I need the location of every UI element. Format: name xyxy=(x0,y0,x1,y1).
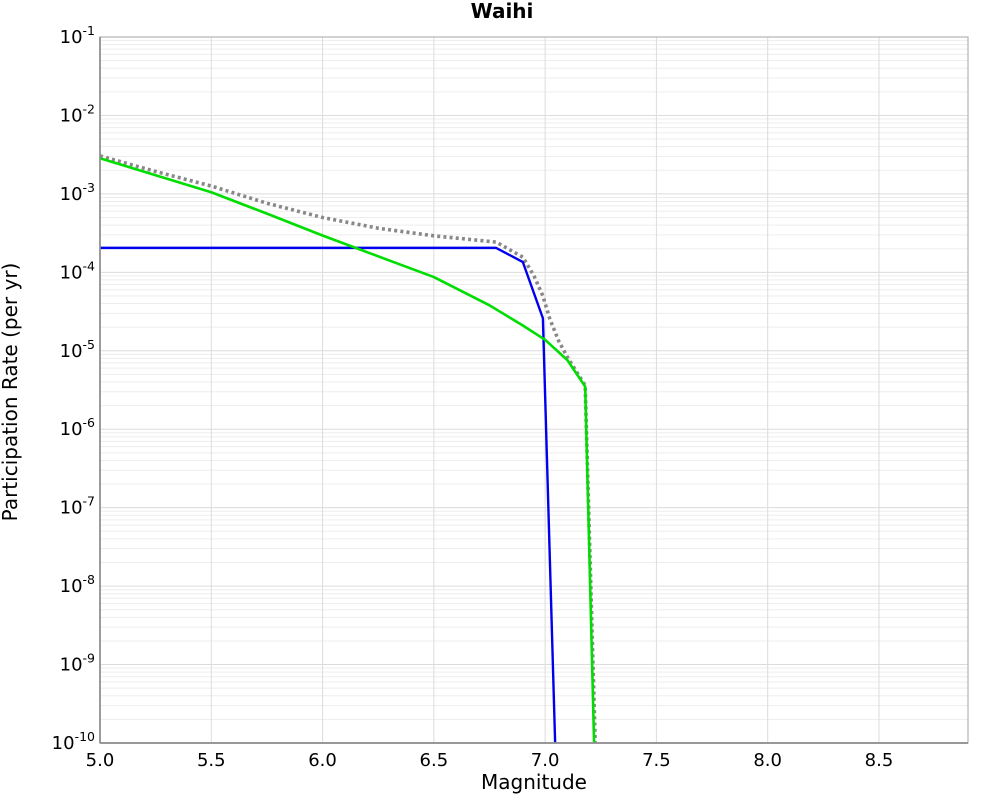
y-tick-label: 10-6 xyxy=(60,415,95,440)
x-tick-label: 6.0 xyxy=(308,750,337,771)
x-tick-label: 7.5 xyxy=(642,750,671,771)
plot-border xyxy=(99,36,969,744)
y-tick-label: 10-10 xyxy=(52,729,95,754)
x-tick-labels: 5.0 5.5 6.0 6.5 7.0 7.5 8.0 8.5 xyxy=(86,750,894,771)
series-blue-component-rate xyxy=(100,246,557,743)
y-axis-label: Participation Rate (per yr) xyxy=(0,263,22,522)
minor-gridlines xyxy=(100,40,968,720)
y-tick-label: 10-1 xyxy=(60,23,95,48)
y-tick-label: 10-9 xyxy=(60,651,95,676)
x-tick-label: 6.5 xyxy=(420,750,449,771)
y-tick-label: 10-3 xyxy=(60,180,95,205)
series-total-rate-dotted-gray xyxy=(100,154,598,743)
chart-title: Waihi xyxy=(471,0,534,23)
y-tick-label: 10-4 xyxy=(60,258,95,283)
series-green-component-rate xyxy=(100,156,596,743)
y-tick-label: 10-7 xyxy=(60,494,95,519)
x-tick-label: 8.0 xyxy=(753,750,782,771)
major-gridlines xyxy=(99,36,968,744)
y-tick-labels: 10-1 10-2 10-3 10-4 10-5 10-6 10-7 10-8 10-9 10-1… xyxy=(52,23,95,754)
y-tick-label: 10-8 xyxy=(60,572,95,597)
y-tick-label: 10-2 xyxy=(60,101,95,126)
y-tick-label: 10-5 xyxy=(60,337,95,362)
chart-series xyxy=(100,154,598,743)
x-tick-label: 5.0 xyxy=(86,750,115,771)
x-axis-label: Magnitude xyxy=(481,770,587,794)
x-tick-label: 5.5 xyxy=(197,750,226,771)
x-tick-label: 7.0 xyxy=(531,750,560,771)
x-tick-label: 8.5 xyxy=(865,750,894,771)
